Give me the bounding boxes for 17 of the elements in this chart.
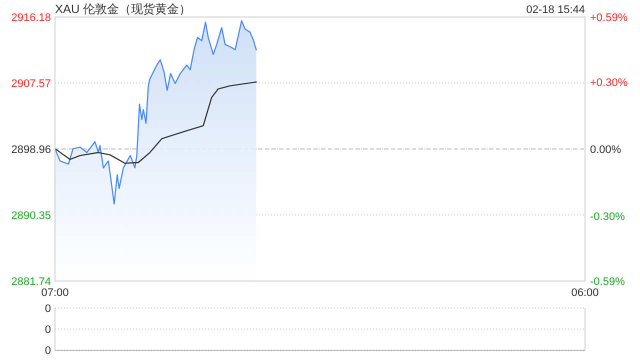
- y-tick-label: 2881.74: [11, 276, 51, 288]
- y-tick-label: 2890.35: [11, 210, 51, 222]
- x-tick-label: 06:00: [571, 287, 599, 299]
- y2-tick-label: -0.59%: [590, 276, 626, 288]
- chart-title: XAU 伦敦金（现货黄金）: [55, 2, 192, 16]
- text: 0: [44, 324, 51, 336]
- y2-tick-label: 0.00%: [590, 144, 622, 156]
- text: 0: [44, 303, 51, 315]
- text: 0: [44, 345, 51, 357]
- y2-tick-label: -0.30%: [590, 211, 626, 224]
- y2-tick-label: +0.59%: [590, 12, 628, 24]
- text: 02-18 15:44: [526, 4, 585, 16]
- x-tick-label: 07:00: [41, 287, 69, 299]
- y-tick-label: 2916.18: [11, 12, 51, 24]
- y-tick-label: 2898.96: [11, 144, 51, 156]
- y2-tick-label: +0.30%: [590, 76, 628, 89]
- y-tick-label: 2907.57: [11, 78, 51, 90]
